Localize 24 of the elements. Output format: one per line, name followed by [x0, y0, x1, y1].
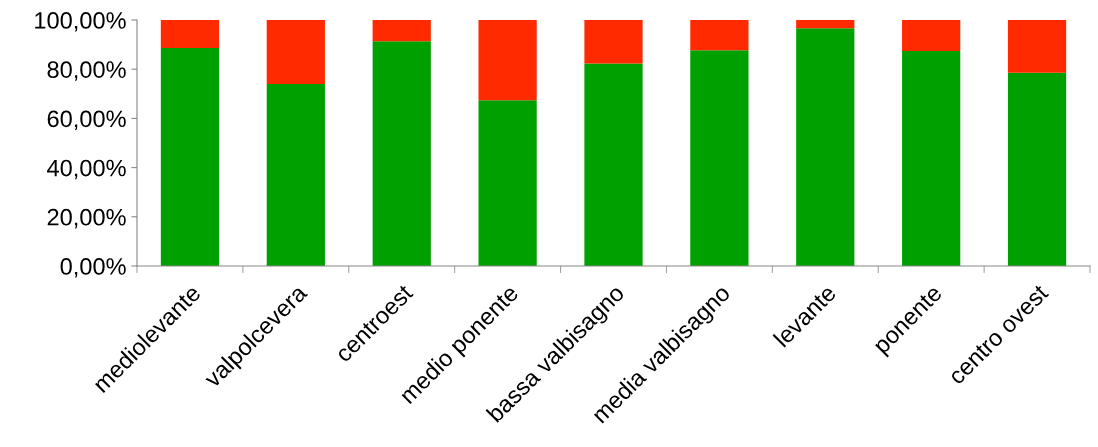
bar: [902, 51, 961, 266]
bar: [266, 83, 325, 266]
bar: [796, 28, 855, 266]
bar: [584, 20, 643, 64]
bar: [690, 50, 749, 266]
y-tick-label: 60,00%: [47, 110, 126, 130]
bar: [690, 20, 749, 51]
y-tick-label: 0,00%: [60, 258, 126, 278]
bar: [584, 63, 643, 266]
bar: [160, 20, 220, 49]
y-tick-label: 80,00%: [47, 61, 126, 81]
y-tick-label: 40,00%: [47, 159, 126, 180]
bar: [796, 20, 855, 29]
bar: [1007, 20, 1067, 73]
y-tick-label: 100,00%: [35, 12, 126, 32]
bar: [266, 20, 325, 84]
bar: [160, 48, 220, 266]
bar: [372, 41, 431, 266]
bar: [478, 20, 537, 101]
bar: [372, 20, 431, 42]
y-tick-label: 20,00%: [47, 208, 126, 229]
bar: [902, 20, 961, 51]
bar: [1007, 72, 1067, 266]
bar: [478, 100, 537, 266]
